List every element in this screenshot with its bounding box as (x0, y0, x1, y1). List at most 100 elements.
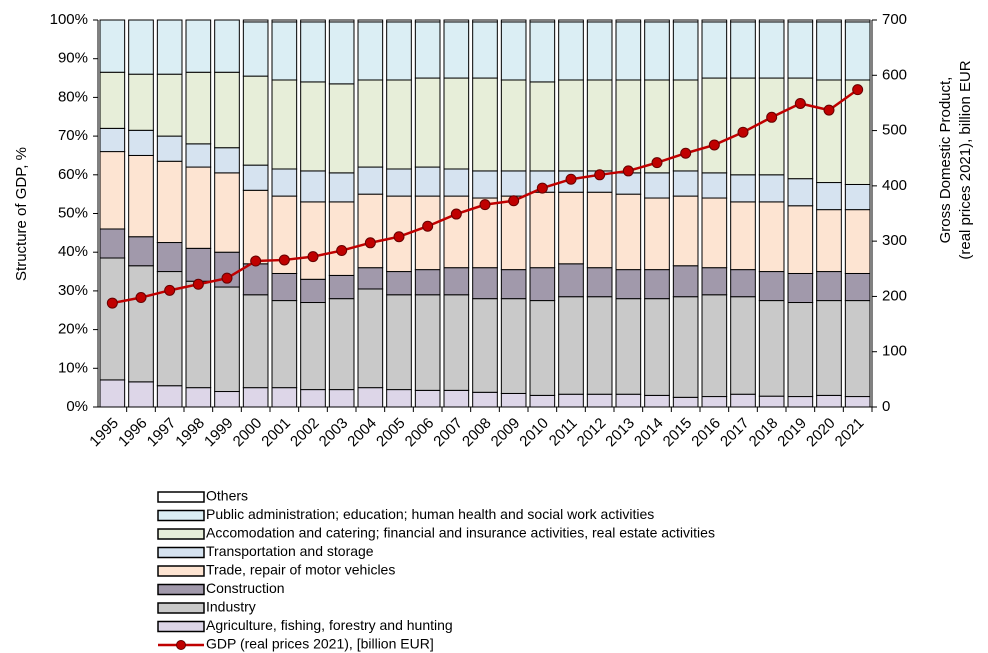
bar-segment (816, 209, 842, 273)
bar-segment (242, 19, 269, 23)
y2-axis-title: Gross Domestic Product, (937, 77, 954, 244)
bar-segment (758, 77, 785, 176)
legend-label: Agriculture, fishing, forestry and hunti… (206, 617, 453, 633)
bar-segment (357, 288, 384, 389)
bar-segment (758, 19, 785, 23)
bar-segment (414, 389, 441, 408)
y-tick-label: 50% (58, 204, 88, 221)
bar-segment (816, 21, 842, 81)
bar-segment (816, 79, 842, 184)
bar-segment (615, 21, 642, 81)
bar-segment (214, 147, 240, 174)
bar-segment (357, 193, 384, 269)
bar-segment (758, 174, 785, 203)
line-marker (278, 254, 290, 266)
bar-segment (500, 170, 527, 197)
x-tick-label: 2013 (602, 415, 638, 451)
x-tick-label: 2003 (316, 415, 352, 451)
bar-segment (500, 79, 527, 172)
bar-segment (644, 172, 670, 199)
bar-segment (672, 19, 699, 23)
bar-segment (414, 19, 441, 23)
bar-segment (328, 389, 355, 408)
bar-segment (500, 392, 527, 408)
bar-segment (529, 267, 556, 302)
bar-segment (99, 257, 126, 381)
bar-segment (844, 396, 871, 408)
bar-segment (386, 294, 412, 391)
bar-segment (214, 71, 240, 149)
line-marker (737, 126, 749, 138)
legend-label: GDP (real prices 2021), [billion EUR] (206, 636, 434, 652)
bar-segment (271, 19, 298, 23)
bar-segment (758, 21, 785, 79)
bar-segment (242, 21, 269, 77)
bar-segment (185, 280, 212, 389)
x-tick-label: 1998 (172, 415, 208, 451)
bar-segment (672, 195, 699, 267)
y2-axis-title: (real prices 2021), billion EUR (957, 60, 974, 259)
y2-tick-label: 0 (882, 398, 890, 415)
line-marker (508, 195, 520, 207)
bar-segment (787, 21, 814, 79)
bar-segment (99, 71, 126, 129)
legend-label: Transportation and storage (206, 543, 374, 559)
legend-swatch (157, 620, 205, 633)
bar-segment (730, 393, 756, 408)
bar-segment (558, 191, 584, 265)
bar-segment (328, 83, 355, 174)
x-tick-label: 2009 (488, 415, 524, 451)
x-tick-label: 1997 (144, 415, 180, 451)
bar-segment (529, 19, 556, 23)
bar-segment (730, 296, 756, 395)
bar-segment (99, 228, 126, 259)
bar-segment (271, 387, 298, 408)
y-tick-label: 30% (58, 282, 88, 299)
line-marker (479, 199, 491, 211)
legend-label: Public administration; education; human … (206, 506, 654, 522)
y2-tick-label: 500 (882, 122, 907, 139)
x-tick-label: 2021 (832, 415, 868, 451)
bar-segment (787, 302, 814, 398)
y-tick-label: 40% (58, 243, 88, 260)
bar-segment (615, 269, 642, 300)
y2-tick-label: 300 (882, 232, 907, 249)
bar-segment (529, 394, 556, 408)
bar-segment (214, 19, 240, 73)
bar-segment (156, 19, 183, 75)
bar-segment (816, 182, 842, 211)
bar-segment (586, 21, 613, 81)
bar-segment (242, 189, 269, 265)
bar-segment (128, 19, 154, 75)
legend-swatch (157, 546, 205, 559)
bar-segment (730, 201, 756, 271)
bar-segment (558, 19, 584, 23)
bar-segment (701, 172, 728, 199)
bar-segment (644, 298, 670, 396)
bar-segment (472, 170, 498, 199)
bar-segment (472, 77, 498, 172)
line-marker (336, 245, 348, 257)
bar-segment (844, 209, 871, 274)
x-tick-label: 2000 (230, 415, 266, 451)
bar-segment (844, 21, 871, 81)
bar-segment (242, 164, 269, 191)
bar-segment (558, 21, 584, 81)
bar-segment (99, 19, 126, 73)
x-tick-label: 2020 (803, 415, 839, 451)
line-marker (594, 169, 606, 181)
bar-segment (328, 21, 355, 85)
bar-segment (758, 271, 785, 302)
legend-swatch (157, 509, 205, 522)
bar-segment (271, 272, 298, 302)
bar-segment (328, 201, 355, 276)
bar-segment (472, 267, 498, 300)
bar-segment (128, 73, 154, 131)
line-marker (823, 104, 835, 116)
legend-swatch (157, 528, 205, 540)
bar-segment (414, 269, 441, 296)
bar-segment (816, 300, 842, 396)
x-tick-label: 2006 (402, 415, 438, 451)
x-tick-label: 2018 (746, 415, 782, 451)
line-marker (192, 278, 204, 290)
